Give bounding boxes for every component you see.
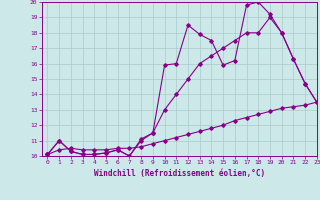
X-axis label: Windchill (Refroidissement éolien,°C): Windchill (Refroidissement éolien,°C) xyxy=(94,169,265,178)
